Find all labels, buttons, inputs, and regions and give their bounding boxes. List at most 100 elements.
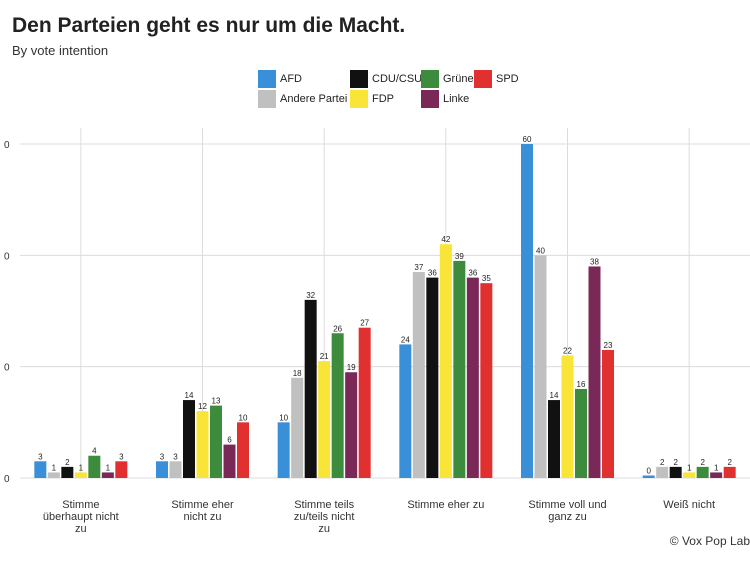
chart-subtitle: By vote intention	[12, 43, 109, 58]
bar	[237, 422, 249, 478]
bar-value-label: 1	[106, 463, 111, 472]
bar	[277, 422, 290, 478]
bar-value-label: 3	[160, 452, 165, 461]
legend-item: Linke	[421, 90, 469, 108]
y-tick-label: 0	[4, 251, 10, 262]
bar-value-label: 35	[482, 274, 491, 283]
bar-value-label: 3	[119, 452, 124, 461]
bar	[480, 283, 493, 478]
bar	[439, 244, 452, 478]
bar	[561, 355, 574, 478]
legend: AFD Andere Partei CDU/CSU FDP Grüne Linke SPD	[258, 70, 558, 110]
legend-item: Andere Partei	[258, 90, 347, 108]
bar	[710, 472, 723, 478]
x-tick-label: ganz zu	[548, 511, 587, 523]
bar-value-label: 27	[360, 319, 369, 328]
bar	[169, 461, 182, 478]
bar-value-label: 36	[468, 269, 477, 278]
bar	[156, 461, 168, 478]
bar	[291, 377, 304, 478]
bar-value-label: 13	[212, 397, 221, 406]
bar-value-label: 3	[173, 452, 178, 461]
x-tick-label: zu	[318, 523, 330, 535]
bar-value-label: 3	[38, 452, 43, 461]
bar	[399, 344, 412, 478]
bar-value-label: 22	[563, 347, 572, 356]
bar	[74, 472, 87, 478]
bar-value-label: 14	[185, 391, 194, 400]
bar	[196, 411, 209, 478]
legend-swatch	[350, 90, 368, 108]
bar-value-label: 42	[441, 235, 450, 244]
source-caption: © Vox Pop Lab	[669, 534, 750, 548]
legend-swatch	[474, 70, 492, 88]
legend-label: CDU/CSU	[372, 73, 423, 85]
bar	[101, 472, 114, 478]
bar-value-label: 16	[577, 380, 586, 389]
bar	[331, 333, 344, 478]
bar-value-label: 1	[687, 463, 692, 472]
legend-swatch	[421, 90, 439, 108]
chart-title: Den Parteien geht es nur um die Macht.	[12, 14, 406, 37]
bar	[534, 255, 547, 478]
bar-value-label: 2	[700, 458, 705, 467]
bar	[34, 461, 47, 478]
bar	[642, 475, 655, 478]
bar-value-label: 1	[714, 463, 719, 472]
x-tick-label: Weiß nicht	[663, 499, 715, 511]
bar-value-label: 2	[673, 458, 678, 467]
bar-value-label: 10	[279, 413, 288, 422]
bar	[412, 272, 425, 478]
y-tick-label: 0	[4, 474, 10, 485]
bar	[61, 466, 74, 478]
x-tick-label: zu/teils nicht	[294, 511, 355, 523]
bar	[588, 266, 601, 478]
legend-label: Andere Partei	[280, 93, 348, 105]
bar-value-label: 2	[727, 458, 732, 467]
bar	[453, 260, 466, 478]
bar	[88, 455, 101, 478]
bar	[656, 466, 669, 478]
bar	[548, 400, 560, 478]
bar	[696, 466, 709, 478]
legend-item: AFD	[258, 70, 302, 88]
x-tick-label: Stimme eher zu	[407, 499, 484, 511]
bar	[669, 466, 682, 478]
legend-label: FDP	[372, 93, 394, 105]
legend-item: Grüne	[421, 70, 474, 88]
bar-value-label: 1	[79, 463, 84, 472]
legend-swatch	[258, 90, 276, 108]
bar	[47, 472, 60, 478]
bar	[210, 405, 222, 478]
bar	[426, 277, 439, 478]
legend-swatch	[421, 70, 439, 88]
legend-item: CDU/CSU	[350, 70, 422, 88]
legend-label: SPD	[496, 73, 519, 85]
bar-value-label: 1	[52, 463, 57, 472]
bar-value-label: 39	[455, 252, 464, 261]
bar	[683, 472, 696, 478]
legend-swatch	[258, 70, 276, 88]
bar-value-label: 23	[604, 341, 613, 350]
bar	[466, 277, 479, 478]
bar-value-label: 18	[293, 369, 302, 378]
legend-label: Linke	[443, 93, 470, 105]
bar-value-label: 36	[428, 269, 437, 278]
bar	[223, 444, 236, 478]
bar-value-label: 12	[198, 402, 207, 411]
bar-value-label: 21	[320, 352, 329, 361]
x-tick-label: Stimme voll und	[528, 499, 606, 511]
x-tick-label: Stimme	[62, 499, 99, 511]
legend-item: SPD	[474, 70, 519, 88]
bar	[183, 400, 195, 478]
y-tick-label: 0	[4, 140, 10, 151]
legend-label: AFD	[280, 73, 302, 85]
bar-value-label: 10	[239, 413, 248, 422]
bar-value-label: 60	[523, 135, 532, 144]
bar-value-label: 26	[333, 324, 342, 333]
legend-item: FDP	[350, 90, 394, 108]
bar	[318, 361, 331, 478]
bar-value-label: 24	[401, 335, 410, 344]
bar	[115, 461, 128, 478]
x-tick-label: Stimme teils	[294, 499, 354, 511]
